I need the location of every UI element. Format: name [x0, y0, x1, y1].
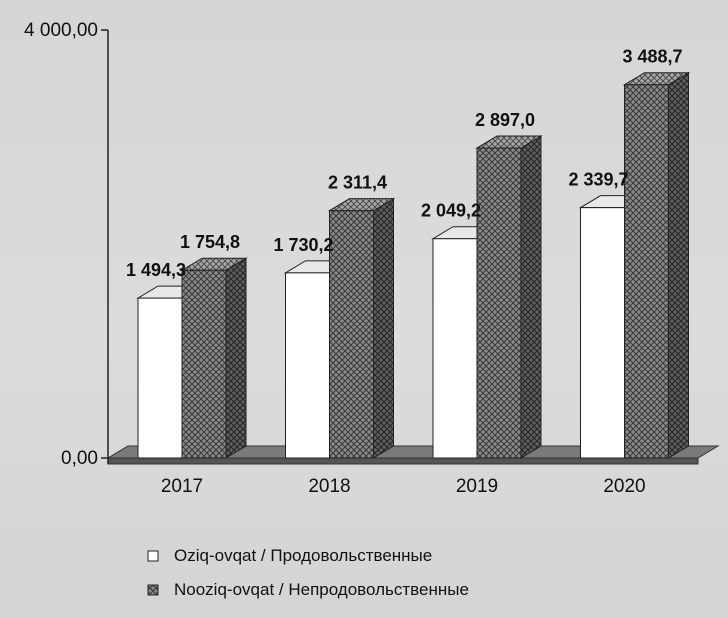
- bar-front-face: [329, 210, 374, 459]
- y-tick-label: 4 000,00: [24, 20, 98, 41]
- bar-nonfood-2020: [622, 71, 691, 459]
- legend-swatch-food: [147, 550, 159, 562]
- data-label-nonfood-2017: 1 754,8: [180, 232, 240, 252]
- x-tick-label-2020: 2020: [603, 476, 645, 497]
- floor-front-edge: [107, 457, 699, 465]
- data-labels-layer: 1 494,3 1 754,8 1 730,2 2 311,4 2 049,2 2 897…: [126, 47, 683, 280]
- bar-front-face: [476, 147, 522, 459]
- legend: Oziq-ovqat / Продовольственные Nooziq-ovq…: [147, 546, 469, 599]
- x-tick-label-2017: 2017: [161, 476, 203, 497]
- legend-swatch-nonfood: [147, 584, 159, 596]
- data-label-nonfood-2020: 3 488,7: [622, 47, 682, 67]
- bar-front-face: [624, 84, 669, 459]
- bar-front-face: [432, 238, 478, 459]
- bar-front-face: [137, 297, 183, 459]
- axis-layer: 0,00 4 000,00 2017 2018 2019 2020: [24, 20, 720, 497]
- bar-side-face: [373, 197, 394, 459]
- bar-nonfood-2018: [327, 197, 396, 459]
- data-label-nonfood-2019: 2 897,0: [475, 110, 535, 130]
- bars-layer: [136, 71, 691, 459]
- bar-side-face: [520, 135, 542, 459]
- legend-label-nonfood: Nooziq-ovqat / Непродовольственные: [174, 580, 469, 599]
- data-label-food-2019: 2 049,2: [421, 201, 481, 221]
- bar-front-face: [580, 207, 625, 459]
- data-label-nonfood-2018: 2 311,4: [328, 173, 387, 193]
- data-label-food-2017: 1 494,3: [126, 260, 186, 280]
- x-tick-label-2018: 2018: [308, 476, 350, 497]
- bar-nonfood-2019: [475, 135, 543, 459]
- legend-label-food: Oziq-ovqat / Продовольственные: [174, 546, 432, 565]
- bar-side-face: [225, 257, 247, 459]
- bar-front-face: [285, 272, 330, 459]
- bar-side-face: [668, 71, 689, 459]
- data-label-food-2020: 2 339,7: [568, 170, 628, 190]
- bar-front-face: [181, 269, 227, 459]
- x-tick-label-2019: 2019: [456, 476, 498, 497]
- y-tick-label: 0,00: [61, 448, 98, 469]
- data-label-food-2018: 1 730,2: [273, 235, 333, 255]
- bar-nonfood-2017: [180, 257, 248, 459]
